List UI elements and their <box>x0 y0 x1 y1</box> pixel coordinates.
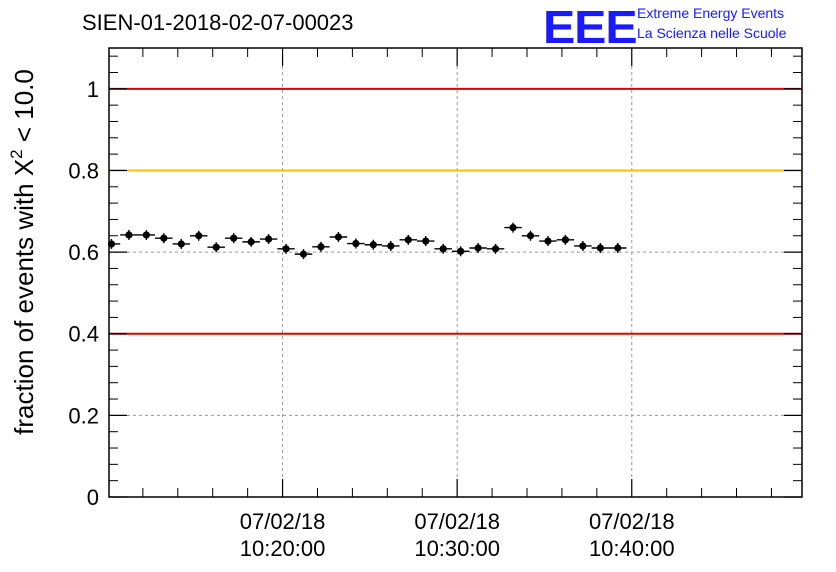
axis-ticks <box>109 48 802 498</box>
data-point-marker <box>404 236 412 244</box>
data-point <box>556 234 575 245</box>
y-tick-label: 0.6 <box>68 240 99 265</box>
data-point <box>224 233 243 244</box>
y-axis-label-superscript: 2 <box>7 149 26 158</box>
data-point-marker <box>369 241 377 249</box>
x-tick-date-label: 07/02/18 <box>240 509 326 534</box>
data-point-marker <box>596 244 604 252</box>
data-point <box>591 243 610 254</box>
data-point-marker <box>422 237 430 245</box>
data-point-marker <box>177 240 185 248</box>
data-point <box>329 231 348 242</box>
data-point <box>382 240 400 251</box>
eee-logo: EEE <box>543 1 638 53</box>
data-point-marker <box>387 242 395 250</box>
data-point <box>155 233 173 244</box>
data-point <box>277 243 295 254</box>
data-point <box>399 234 417 245</box>
reference-lines <box>109 87 802 335</box>
x-tick-time-label: 10:40:00 <box>589 536 675 561</box>
y-axis-label: fraction of events with X2 < 10.0 <box>7 69 39 435</box>
data-point <box>120 229 138 240</box>
data-point <box>486 243 505 254</box>
data-point-marker <box>544 237 552 245</box>
data-point <box>347 238 365 249</box>
data-point-marker <box>614 244 622 252</box>
data-point-marker <box>352 239 360 248</box>
data-point <box>469 243 487 254</box>
x-tick-date-label: 07/02/18 <box>589 509 675 534</box>
data-point <box>417 236 435 247</box>
data-point-marker <box>264 235 273 243</box>
data-point <box>172 238 191 249</box>
data-point-marker <box>317 243 325 251</box>
data-point-marker <box>299 250 308 258</box>
grid-lines <box>109 48 802 497</box>
y-tick-label: 1 <box>87 77 99 102</box>
y-axis-label-tail: < 10.0 <box>9 69 39 149</box>
x-tick-date-label: 07/02/18 <box>414 509 500 534</box>
data-point-marker <box>439 245 447 253</box>
x-tick-time-label: 10:30:00 <box>414 536 500 561</box>
data-points <box>107 222 627 260</box>
data-point <box>521 230 540 241</box>
data-point-marker <box>579 242 587 250</box>
data-point <box>504 222 522 233</box>
y-tick-label: 0.8 <box>68 158 99 183</box>
data-point <box>451 246 470 257</box>
x-tick-time-label: 10:20:00 <box>240 536 326 561</box>
data-point-marker <box>195 232 203 240</box>
data-point <box>609 243 627 254</box>
data-point <box>312 241 330 252</box>
data-point <box>207 242 225 253</box>
data-point-marker <box>230 234 238 242</box>
data-point-marker <box>125 231 133 239</box>
logo-text-line2: La Scienza nelle Scuole <box>637 25 787 41</box>
data-point <box>539 236 557 247</box>
data-point <box>190 230 208 241</box>
data-point-marker <box>334 233 343 241</box>
data-point-marker <box>509 224 517 232</box>
data-point-marker <box>160 234 168 242</box>
y-axis-label-main: fraction of events with X <box>9 159 39 435</box>
data-point-marker <box>247 238 255 246</box>
plot-frame <box>108 47 803 498</box>
logo-text-line1: Extreme Energy Events <box>637 5 785 21</box>
data-point <box>434 243 452 254</box>
data-point-marker <box>491 245 500 253</box>
axis-labels: 00.20.40.60.8107/02/1810:20:0007/02/1810… <box>68 77 674 561</box>
data-point <box>242 236 260 247</box>
data-point-marker <box>526 232 535 240</box>
data-point <box>137 229 156 240</box>
data-point-marker <box>212 243 220 251</box>
data-point <box>294 249 313 260</box>
data-point-marker <box>142 231 150 239</box>
data-point-marker <box>282 245 290 253</box>
data-point-marker <box>457 247 465 255</box>
data-point-marker <box>474 244 482 252</box>
y-tick-label: 0.2 <box>68 403 99 428</box>
chart-title: SIEN-01-2018-02-07-00023 <box>82 10 354 35</box>
y-tick-label: 0 <box>87 485 99 510</box>
data-point <box>259 234 278 245</box>
data-point-marker <box>561 236 570 244</box>
y-tick-label: 0.4 <box>68 322 99 347</box>
data-point <box>364 239 383 250</box>
data-point <box>574 240 592 251</box>
